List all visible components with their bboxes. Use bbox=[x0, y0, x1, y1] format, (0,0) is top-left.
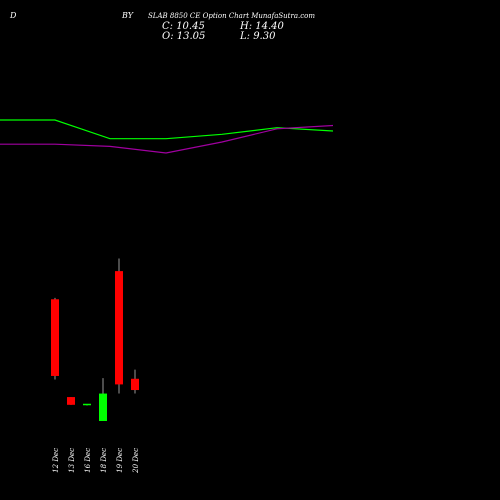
candles bbox=[51, 258, 139, 421]
open-label: O: 13.05 bbox=[162, 31, 205, 42]
x-tick-label: 12 Dec bbox=[52, 448, 60, 473]
x-tick-label: 20 Dec bbox=[132, 448, 140, 474]
header-left-letter: D bbox=[9, 11, 17, 20]
candle-body-down bbox=[131, 378, 139, 391]
candle-body-up bbox=[83, 403, 91, 406]
x-tick-label: 18 Dec bbox=[100, 448, 108, 473]
x-tick-label: 16 Dec bbox=[84, 448, 92, 473]
x-tick-label: 13 Dec bbox=[68, 448, 76, 473]
close-label: C: 10.45 bbox=[162, 21, 205, 32]
indicator-line-2 bbox=[0, 124, 334, 154]
candle-body-down bbox=[67, 397, 75, 405]
low-label: L: 9.30 bbox=[239, 31, 276, 42]
x-tick-label: 19 Dec bbox=[116, 448, 124, 473]
candle-body-up bbox=[99, 393, 107, 421]
x-axis-labels: 12 Dec 13 Dec 16 Dec 18 Dec 19 Dec 20 Dec bbox=[52, 448, 140, 474]
indicator-line-1 bbox=[0, 119, 334, 140]
candle-body-down bbox=[51, 299, 59, 376]
candle-body-down bbox=[115, 271, 123, 385]
header-mid-text: BY bbox=[121, 11, 134, 20]
indicator-lines bbox=[0, 119, 334, 154]
chart-title: SLAB 8850 CE Option Chart MunafaSutra.co… bbox=[148, 12, 315, 20]
high-label: H: 14.40 bbox=[239, 21, 285, 32]
